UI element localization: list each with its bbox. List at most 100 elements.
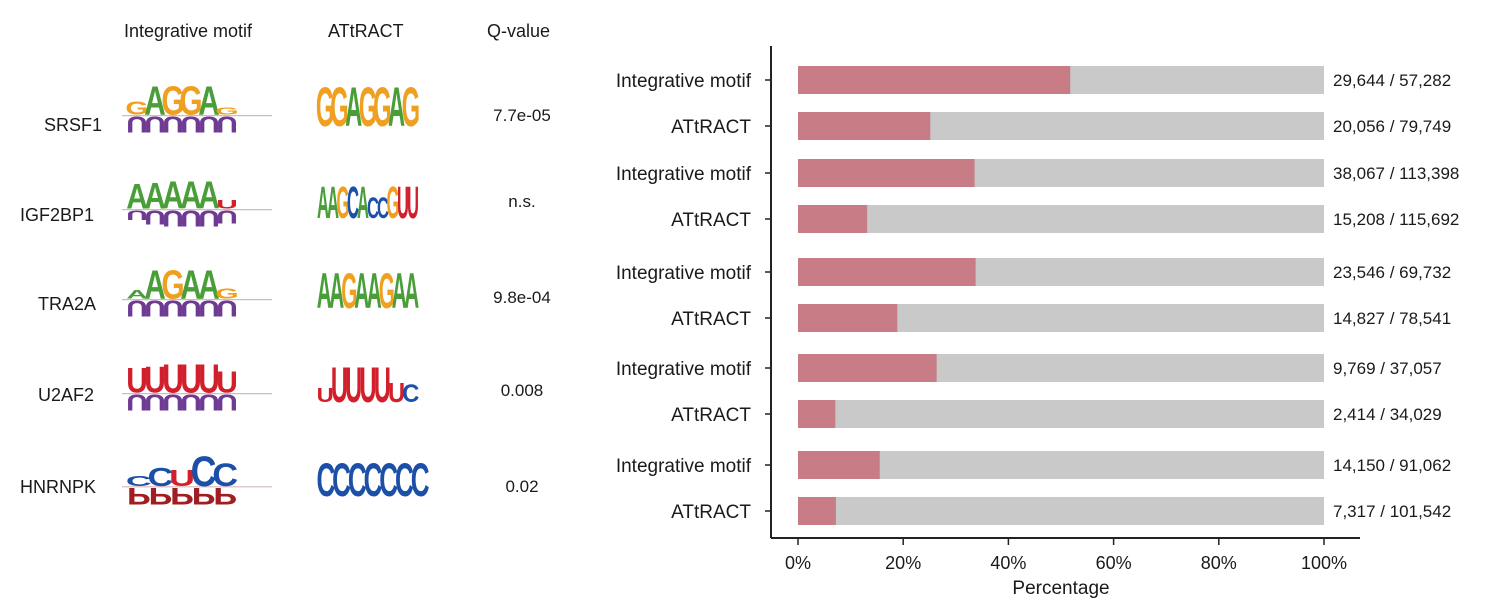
attract-letter: C [377,192,389,222]
integrative-bottom-letter: U [126,389,148,415]
x-tick-label: 40% [990,553,1026,573]
x-tick-label: 80% [1201,553,1237,573]
svg-text:C: C [364,456,383,500]
svg-text:U: U [359,360,376,406]
q-value-srsf1: 7.7e-05 [493,106,551,125]
svg-text:C: C [316,456,335,500]
integrative-bottom-letter: U [162,205,184,231]
svg-text:U: U [331,360,348,406]
attract-letter: A [345,80,362,130]
integrative-bottom-letter: U [198,205,220,231]
integrative-bottom-letter: U [162,295,184,321]
integrative-top-letter: C [191,452,217,496]
integrative-top-letter: A [144,177,166,218]
svg-text:C: C [367,192,379,222]
integrative-top-letter: G [215,286,238,302]
attract-letter: A [388,80,405,130]
svg-text:U: U [126,111,148,137]
attract-letter: A [317,266,332,312]
integrative-top-letter: U [162,360,184,402]
svg-text:G: G [341,266,357,312]
attract-letter: U [397,178,409,222]
svg-text:U: U [198,111,220,137]
bar-hit-fraction [798,112,931,140]
integrative-bottom-letter: U [126,208,148,223]
integrative-bottom-letter: P [148,482,172,509]
svg-text:U: U [169,466,195,492]
integrative-top-letter: U [144,361,166,402]
integrative-bottom-letter: U [180,205,202,231]
svg-text:U: U [180,389,202,415]
header-q-value: Q-value [487,21,551,41]
svg-text:U: U [126,295,148,321]
integrative-bottom-letter: P [213,482,237,509]
attract-letter: C [348,456,367,500]
svg-text:G: G [337,178,350,222]
integrative-top-letter: A [198,266,220,308]
bar-hit-fraction [798,258,976,286]
integrative-bottom-letter: P [192,482,216,509]
integrative-top-letter: A [180,176,202,218]
bar-category-label: ATtRACT [671,502,751,523]
svg-text:U: U [162,295,184,321]
bar-count-label: 23,546 / 69,732 [1333,263,1451,282]
attract-letter: G [359,80,377,130]
attract-letter: G [402,80,420,130]
integrative-bottom-letter: U [180,295,202,321]
integrative-top-letter: U [180,360,202,402]
svg-text:C: C [379,456,398,500]
svg-text:U: U [162,389,184,415]
integrative-top-letter: G [161,266,184,308]
bar-count-label: 7,317 / 101,542 [1333,502,1451,521]
integrative-top-letter: A [126,287,148,301]
integrative-top-letter: U [126,361,148,400]
svg-text:A: A [198,82,220,124]
integrative-bottom-letter: U [144,111,166,137]
svg-text:U: U [198,295,220,321]
svg-text:G: G [373,80,391,130]
svg-text:G: G [330,80,348,130]
svg-text:U: U [144,389,166,415]
svg-text:U: U [397,178,409,222]
bar-background [798,400,1324,428]
svg-text:U: U [407,178,419,222]
svg-text:C: C [191,452,217,496]
integrative-bottom-letter: U [180,389,202,415]
q-value-hnrnpk: 0.02 [505,477,539,496]
svg-text:C: C [348,456,367,500]
integrative-bottom-letter: U [162,389,184,415]
svg-text:A: A [144,82,166,124]
attract-letter: U [374,360,391,406]
rbp-label-igf2bp1: IGF2BP1 [20,205,95,225]
attract-letter: A [392,266,407,312]
svg-text:U: U [126,208,148,223]
bar-category-label: ATtRACT [671,117,751,138]
svg-text:U: U [374,360,391,406]
svg-text:A: A [392,266,407,312]
integrative-top-letter: C [212,458,238,494]
bar-hit-fraction [798,304,898,332]
bar-category-label: Integrative motif [616,71,752,92]
integrative-top-letter: G [161,82,184,124]
integrative-bottom-letter: U [126,295,148,321]
integrative-bottom-letter: U [216,206,238,226]
svg-text:U: U [144,206,166,228]
attract-letter: U [345,360,362,406]
bar-hit-fraction [798,497,836,525]
attract-letter: U [359,360,376,406]
svg-text:A: A [404,266,419,312]
svg-text:P: P [213,482,237,509]
integrative-bottom-letter: U [144,295,166,321]
bar-hit-fraction [798,159,975,187]
integrative-bottom-letter: U [198,389,220,415]
integrative-bottom-letter: U [162,111,184,137]
svg-text:G: G [402,80,420,130]
svg-text:U: U [162,111,184,137]
attract-letter: U [407,178,419,222]
integrative-top-letter: A [198,82,220,124]
svg-text:C: C [332,456,351,500]
svg-text:U: U [180,205,202,231]
svg-text:U: U [216,389,238,415]
